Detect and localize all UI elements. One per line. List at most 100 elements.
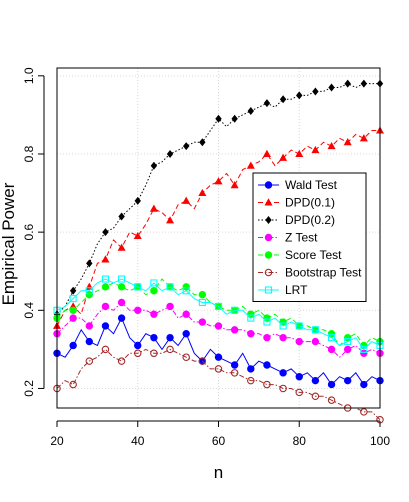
legend-label: Bootstrap Test: [285, 266, 362, 280]
data-point-wald-test: [166, 333, 174, 342]
data-point-dpd-0-2: [69, 286, 77, 295]
plot-frame: [56, 67, 381, 409]
data-point-lrt: [311, 326, 319, 334]
data-point-dpd-0-2: [360, 79, 368, 88]
legend-label: Z Test: [285, 231, 318, 245]
series-dpd-0-1: [53, 126, 384, 329]
data-point-dpd-0-2: [183, 142, 190, 151]
x-tick-label: 100: [370, 434, 390, 448]
data-point-dpd-0-2: [86, 259, 93, 268]
data-point-z-test: [69, 314, 77, 322]
legend-label: DPD(0.1): [285, 196, 335, 210]
data-point-dpd-0-1: [101, 255, 110, 263]
data-point-bootstrap-test: [182, 353, 190, 361]
data-point-z-test: [279, 333, 287, 342]
data-point-z-test: [327, 345, 336, 354]
data-point-bootstrap-test: [134, 349, 142, 358]
data-point-wald-test: [134, 341, 142, 350]
data-point-z-test: [101, 302, 110, 311]
data-point-dpd-0-1: [214, 177, 223, 185]
series-line-score-test: [56, 278, 381, 347]
data-point-wald-test: [69, 341, 77, 350]
data-point-dpd-0-2: [199, 138, 206, 147]
series-line-dpd-0-2: [56, 83, 380, 315]
data-point-dpd-0-2: [247, 106, 254, 115]
data-point-score-test: [101, 283, 110, 291]
data-point-z-test: [117, 298, 126, 307]
data-point-lrt: [198, 298, 206, 307]
data-point-bootstrap-test: [198, 357, 207, 365]
data-point-z-test: [230, 326, 239, 334]
legend-marker-dpd-0-2: [265, 216, 272, 224]
data-point-dpd-0-2: [279, 95, 287, 104]
data-point-lrt: [360, 345, 368, 353]
x-axis-title: n: [214, 463, 223, 482]
y-tick-label: 0.6: [22, 223, 36, 240]
data-point-z-test: [85, 322, 94, 330]
data-point-dpd-0-1: [311, 145, 320, 154]
data-point-bootstrap-test: [279, 384, 287, 393]
legend-item-dpd-0-1: DPD(0.1): [258, 196, 335, 210]
data-point-lrt: [166, 283, 174, 291]
y-tick-label: 1.0: [22, 67, 36, 84]
data-point-z-test: [344, 345, 352, 354]
data-point-z-test: [360, 349, 368, 357]
legend-marker-wald-test: [264, 181, 273, 189]
data-point-lrt: [69, 295, 77, 303]
legend: Wald Test DPD(0.1) DPD(0.2) Z Test Score Tes…: [252, 172, 367, 302]
data-point-bootstrap-test: [69, 380, 77, 389]
data-point-wald-test: [279, 369, 287, 377]
data-point-dpd-0-1: [117, 243, 126, 251]
data-point-dpd-0-2: [118, 212, 125, 221]
data-point-dpd-0-1: [295, 149, 304, 157]
x-tick-label: 80: [293, 434, 307, 448]
legend-marker-z-test: [264, 233, 273, 242]
data-point-wald-test: [230, 361, 239, 369]
data-point-lrt: [279, 322, 287, 330]
data-point-bootstrap-test: [85, 357, 94, 365]
data-point-wald-test: [295, 373, 303, 381]
data-point-lrt: [295, 322, 303, 330]
data-point-lrt: [118, 275, 126, 283]
data-point-dpd-0-2: [134, 196, 141, 205]
data-point-dpd-0-2: [328, 83, 335, 92]
legend-marker-lrt: [264, 286, 273, 294]
x-tick-label: 20: [50, 434, 64, 448]
data-point-z-test: [150, 310, 158, 318]
data-point-dpd-0-2: [102, 228, 109, 237]
series-bootstrap-test: [53, 345, 384, 424]
data-point-bootstrap-test: [117, 357, 126, 365]
data-point-bootstrap-test: [150, 349, 158, 358]
data-point-dpd-0-2: [231, 114, 238, 123]
legend-label: Wald Test: [285, 178, 338, 192]
y-axis-title: Empirical Power: [0, 182, 18, 305]
data-point-lrt: [85, 287, 93, 295]
data-point-z-test: [214, 322, 223, 330]
y-tick-label: 0.4: [22, 302, 36, 319]
data-point-bootstrap-test: [166, 345, 174, 354]
data-point-wald-test: [182, 330, 190, 338]
data-point-wald-test: [214, 353, 223, 361]
data-point-score-test: [117, 283, 126, 291]
data-point-z-test: [263, 333, 271, 342]
data-point-bootstrap-test: [311, 392, 320, 401]
y-tick-label: 0.2: [22, 380, 36, 397]
series-line-lrt: [56, 278, 381, 351]
data-point-lrt: [344, 338, 352, 346]
series-line-dpd-0-1: [56, 130, 380, 327]
data-point-z-test: [166, 302, 174, 311]
data-point-wald-test: [247, 365, 255, 373]
data-point-wald-test: [101, 322, 110, 330]
legend-item-bootstrap-test: Bootstrap Test: [258, 266, 362, 280]
data-point-dpd-0-2: [150, 161, 158, 170]
data-point-lrt: [263, 318, 271, 326]
legend-label: Score Test: [285, 248, 342, 262]
data-point-dpd-0-1: [343, 138, 352, 146]
series-z-test: [53, 298, 384, 358]
data-point-bootstrap-test: [230, 369, 239, 377]
legend-item-dpd-0-2: DPD(0.2): [258, 213, 335, 227]
data-point-dpd-0-1: [262, 149, 271, 157]
data-point-z-test: [247, 330, 255, 338]
data-point-dpd-0-1: [198, 188, 207, 197]
